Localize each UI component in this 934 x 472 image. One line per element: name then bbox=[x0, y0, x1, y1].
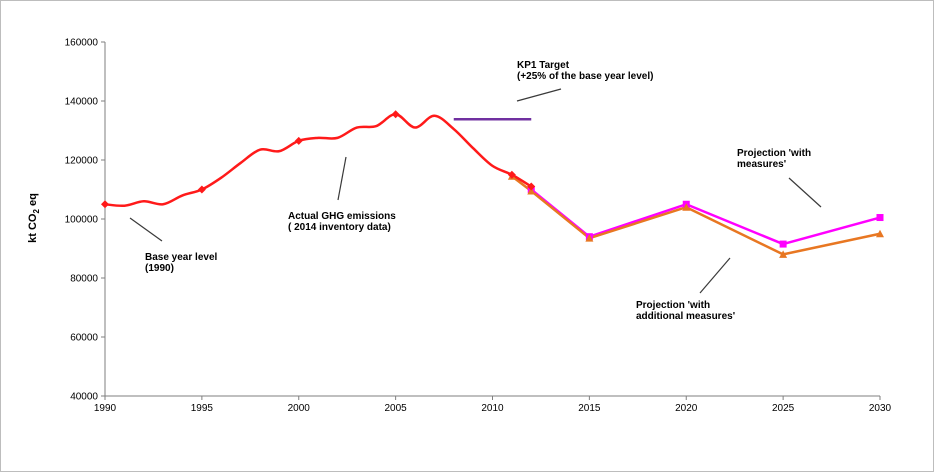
x-tick-label: 2000 bbox=[288, 403, 311, 414]
annotation-wam-line-1: additional measures' bbox=[636, 311, 735, 322]
with-additional-measures-point bbox=[876, 229, 884, 238]
x-ticks: 1990 1995 2000 2005 2010 2015 2020 2025 2030 bbox=[94, 396, 892, 414]
actual-emissions-point bbox=[507, 170, 516, 179]
y-tick-label: 40000 bbox=[70, 392, 98, 403]
annotation-wm-line-0: Projection 'with bbox=[737, 148, 811, 159]
with-measures-point bbox=[779, 240, 787, 248]
annotation-base-line-1: (1990) bbox=[145, 263, 174, 274]
y-tick-label: 160000 bbox=[65, 38, 99, 49]
y-tick-label: 120000 bbox=[65, 156, 99, 167]
actual-emissions-point bbox=[527, 182, 536, 191]
with-additional-measures-point bbox=[779, 250, 788, 258]
y-ticks: 40000 60000 80000 100000 120000 140000 160000 bbox=[65, 38, 105, 403]
series-actual-emissions-line bbox=[104, 113, 532, 208]
x-tick-label: 2020 bbox=[675, 403, 698, 414]
annotation-actual-line-1: ( 2014 inventory data) bbox=[288, 222, 391, 233]
annotation-leaders bbox=[129, 88, 822, 294]
x-tick-label: 2030 bbox=[869, 403, 892, 414]
axes bbox=[104, 42, 880, 397]
actual-emissions-point bbox=[391, 110, 400, 119]
annotation-wam-line-0: Projection 'with bbox=[636, 300, 710, 311]
series-with-additional-measures-line bbox=[511, 175, 881, 256]
series-layer bbox=[101, 110, 884, 258]
actual-emissions-point bbox=[101, 200, 109, 209]
y-tick-label: 140000 bbox=[65, 97, 99, 108]
with-additional-leader-line bbox=[699, 257, 731, 294]
x-tick-label: 2010 bbox=[481, 403, 504, 414]
annotation-actual-line-0: Actual GHG emissions bbox=[288, 211, 396, 222]
base-year-leader-line bbox=[129, 217, 163, 242]
annotation-target-line-0: KP1 Target bbox=[517, 60, 570, 71]
actual-emissions-point bbox=[197, 185, 206, 194]
annotation-wm-line-1: measures' bbox=[737, 159, 786, 170]
x-tick-label: 1995 bbox=[191, 403, 214, 414]
target-leader-line bbox=[516, 88, 562, 102]
x-tick-label: 2015 bbox=[578, 403, 601, 414]
with-additional-measures-point bbox=[527, 186, 536, 195]
with-measures-point bbox=[876, 214, 884, 222]
y-tick-label: 80000 bbox=[70, 274, 98, 285]
y-axis-label: kt CO2 eq bbox=[27, 193, 41, 243]
x-tick-label: 2025 bbox=[772, 403, 795, 414]
y-tick-label: 60000 bbox=[70, 333, 98, 344]
with-additional-measures-point bbox=[682, 203, 691, 211]
actual-emissions-point bbox=[294, 136, 303, 145]
actual-leader-line bbox=[337, 156, 347, 201]
annotations: KP1 Target(+25% of the base year level) A… bbox=[145, 60, 811, 322]
with-additional-measures-point bbox=[585, 234, 594, 242]
x-tick-label: 2005 bbox=[385, 403, 408, 414]
with-measures-leader-line bbox=[788, 177, 822, 208]
x-tick-label: 1990 bbox=[94, 403, 117, 414]
y-tick-label: 100000 bbox=[65, 215, 99, 226]
annotation-base-line-0: Base year level bbox=[145, 252, 218, 263]
annotation-target-line-1: (+25% of the base year level) bbox=[517, 71, 653, 82]
